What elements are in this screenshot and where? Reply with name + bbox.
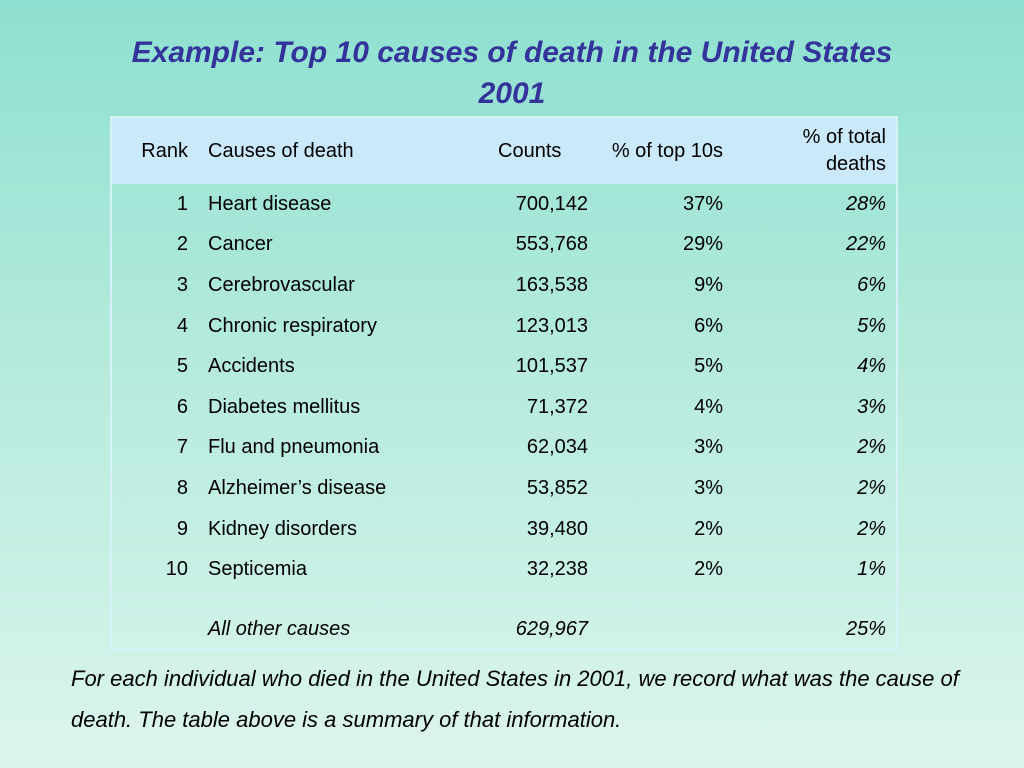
cell-counts: 71,372 — [526, 395, 588, 418]
cell-counts: 163,538 — [515, 273, 588, 296]
header-rank: Rank — [141, 139, 188, 162]
cell-pct-total: 5% — [857, 314, 886, 337]
table-row: 9 Kidney disorders 39,480 2% 2% — [112, 509, 896, 550]
cell-rank — [112, 610, 198, 650]
header-counts: Counts — [498, 139, 562, 162]
slide-title: Example: Top 10 causes of death in the U… — [131, 36, 893, 110]
cell-cause: Cerebrovascular — [208, 273, 355, 296]
cell-pct-total: 4% — [857, 355, 886, 378]
cell-counts: 53,852 — [526, 476, 588, 499]
cell-pct-total: 3% — [857, 395, 886, 418]
header-pct-total: % of total deaths — [802, 126, 886, 175]
table-row: 6 Diabetes mellitus 71,372 4% 3% — [112, 387, 896, 428]
cell-rank: 8 — [176, 476, 188, 499]
cell-pct-top10: 29% — [682, 233, 723, 256]
table-header-row: Rank Causes of death Counts % of top 10s… — [112, 118, 896, 184]
cell-pct-total: 1% — [857, 558, 886, 581]
cell-pct-total: 2% — [857, 517, 886, 540]
table-frame — [110, 116, 898, 650]
table-row: 2 Cancer 553,768 29% 22% — [112, 225, 896, 266]
spacer-row — [112, 590, 896, 610]
cell-rank: 6 — [176, 395, 188, 418]
cell-rank: 10 — [165, 558, 188, 581]
cell-pct-top10: 3% — [694, 476, 723, 499]
cell-cause: Flu and pneumonia — [208, 436, 380, 459]
cell-counts: 39,480 — [526, 517, 588, 540]
causes-of-death-table: Rank Causes of death Counts % of top 10s… — [112, 118, 896, 650]
table-row: 5 Accidents 101,537 5% 4% — [112, 346, 896, 387]
table-row: 8 Alzheimer’s disease 53,852 3% 2% — [112, 468, 896, 509]
cell-pct-top10: 4% — [694, 395, 723, 418]
cell-pct-top10: 6% — [694, 314, 723, 337]
cell-counts: 32,238 — [526, 558, 588, 581]
cell-pct-top10: 5% — [694, 355, 723, 378]
cell-pct-top10 — [598, 610, 733, 650]
cell-counts: 62,034 — [526, 436, 588, 459]
table-row: 1 Heart disease 700,142 37% 28% — [112, 184, 896, 225]
cell-pct-total: 6% — [857, 273, 886, 296]
cell-cause: Diabetes mellitus — [208, 395, 361, 418]
caption-text: For each individual who died in the Unit… — [71, 666, 959, 732]
cell-pct-total: 25% — [845, 618, 886, 641]
cell-counts: 700,142 — [515, 192, 588, 215]
cell-pct-top10: 9% — [694, 273, 723, 296]
cell-pct-total: 2% — [857, 476, 886, 499]
table-row: 4 Chronic respiratory 123,013 6% 5% — [112, 306, 896, 347]
cell-rank: 4 — [176, 314, 188, 337]
cell-pct-top10: 37% — [682, 192, 723, 215]
cell-cause: All other causes — [208, 618, 351, 641]
cell-rank: 1 — [176, 192, 188, 215]
cell-pct-total: 22% — [845, 233, 886, 256]
cell-cause: Cancer — [208, 233, 273, 256]
cell-pct-top10: 2% — [694, 558, 723, 581]
cell-cause: Chronic respiratory — [208, 314, 377, 337]
cell-cause: Alzheimer’s disease — [208, 476, 387, 499]
cell-counts: 123,013 — [515, 314, 588, 337]
cell-pct-total: 2% — [857, 436, 886, 459]
cell-counts: 629,967 — [515, 618, 588, 641]
table-row: 10 Septicemia 32,238 2% 1% — [112, 549, 896, 590]
cell-pct-total: 28% — [845, 192, 886, 215]
table-row: 3 Cerebrovascular 163,538 9% 6% — [112, 265, 896, 306]
cell-counts: 101,537 — [515, 355, 588, 378]
cell-cause: Accidents — [208, 355, 295, 378]
cell-rank: 5 — [176, 355, 188, 378]
header-cause: Causes of death — [208, 139, 354, 162]
table-row: 7 Flu and pneumonia 62,034 3% 2% — [112, 428, 896, 469]
cell-cause: Heart disease — [208, 192, 332, 215]
header-pct-top10: % of top 10s — [611, 139, 723, 162]
cell-rank: 7 — [176, 436, 188, 459]
cell-counts: 553,768 — [515, 233, 588, 256]
cell-cause: Septicemia — [208, 558, 307, 581]
cell-rank: 2 — [176, 233, 188, 256]
cell-cause: Kidney disorders — [208, 517, 357, 540]
cell-pct-top10: 2% — [694, 517, 723, 540]
cell-pct-top10: 3% — [694, 436, 723, 459]
table-row-other: All other causes 629,967 25% — [112, 610, 896, 650]
cell-rank: 9 — [176, 517, 188, 540]
cell-rank: 3 — [176, 273, 188, 296]
